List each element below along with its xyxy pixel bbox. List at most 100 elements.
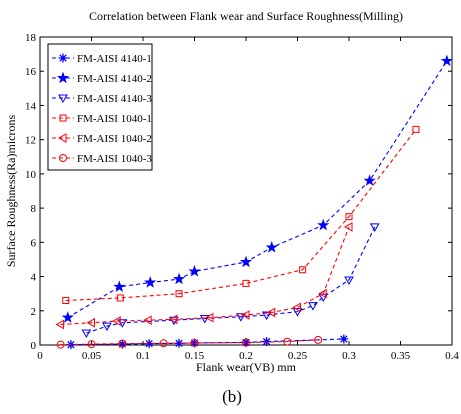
data-point (61, 311, 74, 323)
legend-box (47, 43, 153, 171)
data-point (86, 317, 95, 328)
data-point (266, 307, 276, 318)
series-group (55, 54, 453, 350)
y-tick-label: 10 (25, 169, 37, 181)
data-point (55, 319, 65, 330)
x-tick-label: 0.25 (288, 350, 308, 362)
legend-marker (57, 133, 67, 143)
data-point (345, 213, 353, 221)
data-point (199, 314, 210, 324)
data-point (118, 339, 127, 348)
y-tick-label: 16 (25, 66, 37, 78)
figure-caption: (b) (222, 387, 242, 406)
data-point (87, 340, 96, 349)
data-point (292, 302, 301, 313)
chart-title: Correlation between Flank wear and Surfa… (89, 9, 403, 23)
data-point (239, 255, 253, 268)
legend-label: FM-AISI 4140-3 (77, 93, 152, 105)
legend-marker (59, 154, 67, 162)
y-tick-label: 4 (31, 272, 37, 284)
y-tick-label: 14 (25, 100, 37, 112)
data-point (344, 276, 354, 285)
data-point (240, 310, 250, 320)
data-point (112, 316, 121, 326)
data-point (318, 288, 327, 299)
series-3 (62, 125, 420, 305)
legend-marker (58, 53, 68, 63)
data-point (174, 338, 184, 348)
y-tick-label: 12 (25, 135, 36, 147)
legend-label: FM-AISI 4140-2 (77, 73, 152, 85)
legend: FM-AISI 4140-1 FM-AISI 4140-2 FM-AISI 4140… (47, 43, 153, 171)
data-point (339, 334, 349, 344)
data-point (172, 272, 186, 285)
data-point (188, 265, 201, 277)
series-2 (81, 223, 380, 339)
data-point (102, 322, 112, 332)
y-tick-label: 2 (31, 306, 37, 318)
legend-marker (59, 114, 67, 122)
x-tick-label: 0.3 (342, 350, 356, 362)
data-point (242, 279, 250, 287)
series-line (86, 226, 376, 334)
data-point (317, 218, 330, 231)
data-point (299, 266, 307, 274)
y-tick-label: 8 (31, 203, 37, 215)
data-point (314, 335, 323, 344)
series-1 (61, 54, 453, 323)
series-line (67, 60, 448, 319)
data-point (144, 339, 154, 349)
data-point (283, 337, 292, 346)
data-point (204, 312, 214, 323)
data-point (159, 339, 168, 348)
data-point (412, 125, 420, 133)
data-point (190, 338, 199, 347)
series-line (65, 129, 417, 302)
x-tick-label: 0 (37, 350, 43, 362)
legend-label: FM-AISI 1040-3 (77, 153, 152, 165)
data-point (81, 329, 92, 339)
x-tick-label: 0.2 (239, 350, 253, 362)
x-tick-label: 0.1 (136, 350, 150, 362)
data-point (113, 280, 126, 293)
data-point (261, 311, 272, 321)
data-point (143, 315, 152, 326)
series-0 (66, 334, 349, 350)
y-tick-label: 0 (31, 340, 37, 352)
data-point (308, 302, 318, 311)
y-axis-label: Surface Roughness(Ra)microns (4, 115, 18, 268)
data-point (363, 174, 376, 186)
data-point (235, 313, 246, 322)
data-point (343, 222, 353, 232)
series-line (60, 339, 319, 346)
legend-marker (56, 71, 70, 84)
data-point (168, 314, 178, 325)
legend-label: FM-AISI 1040-1 (77, 113, 152, 125)
data-point (116, 294, 124, 302)
x-tick-label: 0.35 (391, 350, 411, 362)
legend-label: FM-AISI 4140-1 (77, 53, 152, 65)
series-line (60, 226, 350, 326)
y-tick-label: 18 (25, 32, 37, 44)
axis-ticks: 0 0.05 0.1 0.15 0.2 0.25 0.3 0.35 0.4 0 2 4 6 8 10 12 14… (25, 32, 459, 362)
x-tick-label: 0.4 (445, 350, 459, 362)
data-point (62, 297, 70, 305)
x-axis-label: Flank wear(VB) mm (196, 360, 297, 374)
data-point (440, 54, 453, 67)
data-point (117, 339, 127, 349)
data-point (175, 290, 183, 298)
data-point (369, 223, 380, 232)
data-point (265, 241, 278, 253)
y-tick-label: 6 (31, 237, 37, 249)
series-4 (55, 222, 353, 330)
x-tick-label: 0.05 (82, 350, 102, 362)
data-point (292, 308, 303, 317)
legend-marker (58, 94, 68, 104)
series-5 (56, 335, 323, 349)
data-point (144, 276, 157, 288)
x-tick-label: 0.15 (185, 350, 205, 362)
data-point (56, 340, 65, 349)
legend-label: FM-AISI 1040-2 (77, 133, 152, 145)
data-point (242, 338, 250, 347)
